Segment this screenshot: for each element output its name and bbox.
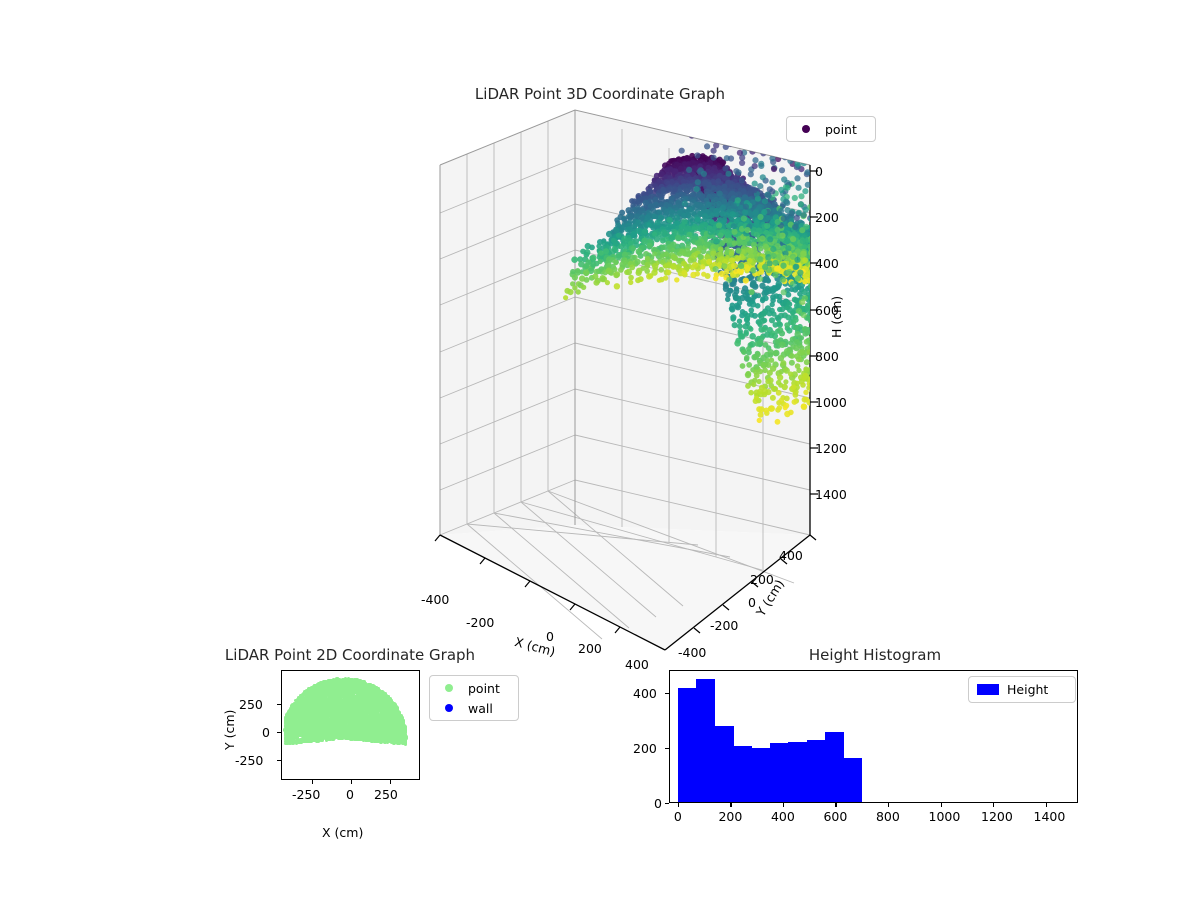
histogram-xtick-mark	[888, 803, 889, 807]
plot3d-ztick-4: 800	[815, 349, 839, 364]
histogram-bar	[696, 679, 715, 802]
plot3d-xtick-3: 200	[578, 641, 602, 656]
histogram-ytick-0: 0	[654, 796, 662, 811]
plot3d-xtick-4: 400	[625, 657, 649, 672]
plot2d-ylabel: Y (cm)	[222, 710, 237, 750]
histogram-xtick-mark	[1046, 803, 1047, 807]
histogram-xtick-label: 0	[666, 809, 690, 824]
plot3d-ztick-7: 1400	[815, 487, 847, 502]
plot3d-frame	[430, 105, 850, 665]
histogram-bar	[678, 688, 697, 802]
plot3d-xtick-0: -400	[421, 592, 449, 607]
plot3d-axes	[430, 105, 850, 665]
histogram-xtick-mark	[678, 803, 679, 807]
histogram-xtick-label: 1400	[1034, 809, 1058, 824]
histogram-xtick-mark	[783, 803, 784, 807]
histogram-xtick-label: 1000	[929, 809, 953, 824]
histogram-xtick-label: 600	[823, 809, 847, 824]
legend-item-point[interactable]: point	[787, 119, 875, 139]
plot2d-title: LiDAR Point 2D Coordinate Graph	[205, 646, 495, 664]
legend-item-wall[interactable]: wall	[430, 698, 518, 718]
histogram-legend[interactable]: Height	[968, 676, 1076, 703]
legend-label: point	[825, 122, 857, 137]
plot2d-ytick-1: 0	[262, 725, 270, 740]
plot3d-zlabel: H (cm)	[829, 296, 844, 338]
plot3d-xtick-1: -200	[466, 615, 494, 630]
plot3d-ztick-2: 400	[815, 256, 839, 271]
plot2d-ytick-2: 250	[239, 697, 263, 712]
histogram-bar	[788, 742, 807, 802]
legend-label: Height	[1007, 682, 1048, 697]
histogram-bar	[825, 732, 844, 802]
plot3d-ztick-6: 1200	[815, 441, 847, 456]
plot3d-legend[interactable]: point	[786, 116, 876, 142]
histogram-xtick-mark	[730, 803, 731, 807]
histogram-xtick-label: 400	[771, 809, 795, 824]
histogram-bar	[751, 748, 770, 802]
histogram-title: Height Histogram	[730, 646, 1020, 664]
histogram-bar	[770, 743, 789, 802]
wall-marker-icon	[438, 704, 460, 712]
plot3d-ztick-0: 0	[815, 164, 823, 179]
histogram-ytick-2: 400	[633, 686, 657, 701]
legend-item-point[interactable]: point	[430, 678, 518, 698]
plot2d-xtick-2: 250	[374, 787, 398, 802]
plot2d-xlabel: X (cm)	[322, 825, 363, 840]
legend-label: wall	[468, 701, 493, 716]
histogram-ytick-1: 200	[633, 741, 657, 756]
point-marker-icon	[795, 125, 817, 133]
plot3d-ytick-0: -400	[678, 645, 706, 660]
plot2d-ytick-0: -250	[235, 753, 263, 768]
histogram-bar	[807, 740, 826, 802]
histogram-bar	[733, 746, 752, 802]
plot3d-ytick-4: 400	[779, 548, 803, 563]
histogram-xtick-label: 1200	[981, 809, 1005, 824]
height-swatch-icon	[977, 684, 999, 695]
histogram-bar	[715, 726, 734, 802]
plot2d-point-cloud	[282, 671, 419, 779]
legend-label: point	[468, 681, 500, 696]
plot2d-xtick-0: -250	[292, 787, 320, 802]
plot2d-legend[interactable]: point wall	[429, 675, 519, 721]
plot3d-ytick-1: -200	[710, 618, 738, 633]
plot2d-axes	[281, 670, 420, 780]
point-marker-icon	[438, 684, 460, 692]
plot2d-xtick-1: 0	[346, 787, 354, 802]
histogram-bar	[843, 758, 862, 802]
histogram-xtick-label: 800	[876, 809, 900, 824]
legend-item-height[interactable]: Height	[969, 680, 1075, 700]
plot3d-ztick-1: 200	[815, 210, 839, 225]
histogram-xtick-label: 200	[718, 809, 742, 824]
histogram-xtick-mark	[835, 803, 836, 807]
plot3d-title: LiDAR Point 3D Coordinate Graph	[0, 85, 1200, 103]
histogram-xtick-mark	[941, 803, 942, 807]
plot3d-ztick-5: 1000	[815, 395, 847, 410]
histogram-xtick-mark	[993, 803, 994, 807]
